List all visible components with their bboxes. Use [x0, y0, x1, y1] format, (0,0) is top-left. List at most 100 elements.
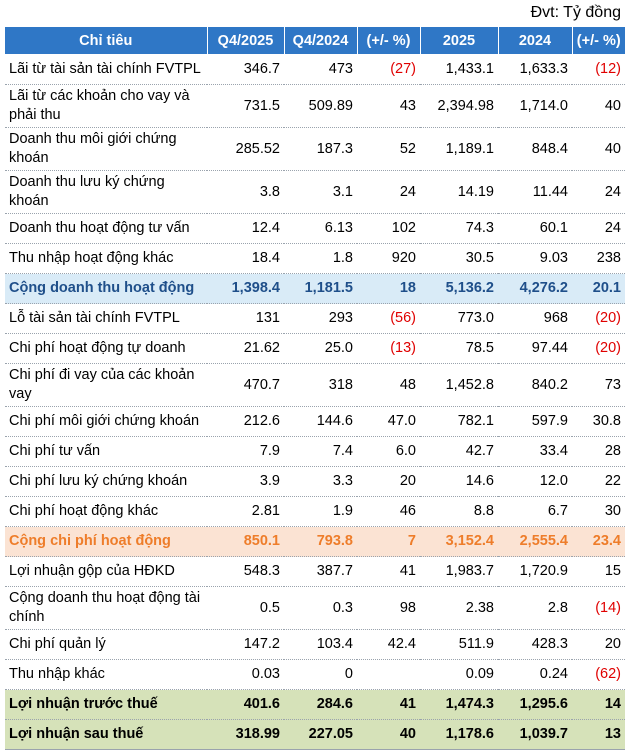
table-row: Lỗ tài sản tài chính FVTPL 131 293 (56) 773.… — [5, 303, 625, 334]
table-row: Thu nhập hoạt động khác 18.4 1.8 920 30.5 9.0… — [5, 243, 625, 274]
table-row: Doanh thu lưu ký chứng khoán 3.8 3.1 24 14.1… — [5, 170, 625, 214]
cell-y-change: 30.8 — [572, 406, 625, 437]
row-label: Lãi từ các khoản cho vay và phải thu — [5, 84, 207, 128]
cell-q-change: 48 — [357, 363, 420, 407]
cell-q-change: 47.0 — [357, 406, 420, 437]
cell-2024: 1,039.7 — [498, 719, 572, 750]
cell-2025: 3,152.4 — [420, 526, 498, 557]
cell-y-change: 238 — [572, 243, 625, 274]
cell-2024: 1,720.9 — [498, 556, 572, 587]
cell-2024: 0.24 — [498, 659, 572, 690]
cell-2025: 2,394.98 — [420, 84, 498, 128]
cell-2024: 9.03 — [498, 243, 572, 274]
table-row: Lãi từ các khoản cho vay và phải thu 731.… — [5, 84, 625, 128]
cell-q4-2025: 548.3 — [207, 556, 284, 587]
cell-2025: 2.38 — [420, 586, 498, 630]
cell-y-change: 40 — [572, 127, 625, 171]
cell-q4-2025: 21.62 — [207, 333, 284, 364]
cell-q-change: 98 — [357, 586, 420, 630]
cell-y-change: 20 — [572, 629, 625, 660]
cell-2024: 1,714.0 — [498, 84, 572, 128]
table-row: Chi phí đi vay của các khoản vay 470.7 318… — [5, 363, 625, 407]
cell-2024: 1,633.3 — [498, 54, 572, 85]
row-label: Lãi từ tài sản tài chính FVTPL — [5, 54, 207, 85]
row-label: Chi phí đi vay của các khoản vay — [5, 363, 207, 407]
cell-2025: 782.1 — [420, 406, 498, 437]
cell-q4-2025: 2.81 — [207, 496, 284, 527]
cell-2025: 773.0 — [420, 303, 498, 334]
cell-q4-2025: 346.7 — [207, 54, 284, 85]
cell-q-change: 6.0 — [357, 436, 420, 467]
cell-y-change: (20) — [572, 303, 625, 334]
cell-y-change: (20) — [572, 333, 625, 364]
header-q4-2024: Q4/2024 — [284, 27, 358, 55]
cell-q4-2025: 7.9 — [207, 436, 284, 467]
cell-q-change: 7 — [357, 526, 420, 557]
cell-2025: 42.7 — [420, 436, 498, 467]
cell-q4-2024: 0.3 — [284, 586, 357, 630]
cell-2025: 1,178.6 — [420, 719, 498, 750]
cell-q-change: 24 — [357, 170, 420, 214]
cell-q4-2024: 3.1 — [284, 170, 357, 214]
cell-q4-2024: 7.4 — [284, 436, 357, 467]
table-row: Lợi nhuận sau thuế 318.99 227.05 40 1,178.6 1… — [5, 719, 625, 750]
cell-q-change: 920 — [357, 243, 420, 274]
cell-q4-2024: 6.13 — [284, 213, 357, 244]
cell-2025: 8.8 — [420, 496, 498, 527]
table-row: Chi phí môi giới chứng khoán 212.6 144.6 47… — [5, 406, 625, 437]
cell-y-change: 13 — [572, 719, 625, 750]
table-row: Cộng doanh thu hoạt động 1,398.4 1,181.5 18… — [5, 273, 625, 304]
row-label: Lợi nhuận trước thuế — [5, 689, 207, 720]
cell-q4-2024: 387.7 — [284, 556, 357, 587]
header-2024: 2024 — [498, 27, 573, 55]
cell-y-change: 28 — [572, 436, 625, 467]
cell-q-change: 43 — [357, 84, 420, 128]
row-label: Doanh thu lưu ký chứng khoán — [5, 170, 207, 214]
cell-2024: 1,295.6 — [498, 689, 572, 720]
cell-y-change: (12) — [572, 54, 625, 85]
cell-q4-2025: 3.9 — [207, 466, 284, 497]
cell-q4-2024: 293 — [284, 303, 357, 334]
cell-q-change: 40 — [357, 719, 420, 750]
row-label: Doanh thu môi giới chứng khoán — [5, 127, 207, 171]
cell-y-change: 23.4 — [572, 526, 625, 557]
cell-q4-2024: 509.89 — [284, 84, 357, 128]
cell-q4-2024: 144.6 — [284, 406, 357, 437]
cell-q4-2024: 0 — [284, 659, 357, 690]
cell-2025: 1,189.1 — [420, 127, 498, 171]
table-row: Chi phí hoạt động khác 2.81 1.9 46 8.8 6.7 30 — [5, 496, 625, 527]
cell-2025: 0.09 — [420, 659, 498, 690]
cell-2024: 4,276.2 — [498, 273, 572, 304]
cell-2025: 74.3 — [420, 213, 498, 244]
row-label: Cộng chi phí hoạt động — [5, 526, 207, 557]
cell-q4-2024: 1.9 — [284, 496, 357, 527]
row-label: Thu nhập hoạt động khác — [5, 243, 207, 274]
row-label: Chi phí hoạt động tự doanh — [5, 333, 207, 364]
cell-y-change: 14 — [572, 689, 625, 720]
cell-2024: 968 — [498, 303, 572, 334]
cell-q4-2025: 470.7 — [207, 363, 284, 407]
cell-2025: 511.9 — [420, 629, 498, 660]
cell-y-change: 30 — [572, 496, 625, 527]
cell-2024: 2.8 — [498, 586, 572, 630]
cell-q4-2025: 285.52 — [207, 127, 284, 171]
cell-2025: 1,983.7 — [420, 556, 498, 587]
cell-q-change: 46 — [357, 496, 420, 527]
unit-note: Đvt: Tỷ đồng — [530, 4, 621, 21]
cell-2024: 11.44 — [498, 170, 572, 214]
header-row: Chỉ tiêu Q4/2025 Q4/2024 (+/- %) 2025 20… — [5, 27, 625, 55]
table-row: Chi phí quản lý 147.2 103.4 42.4 511.9 428.3 2… — [5, 629, 625, 660]
table-row: Chi phí hoạt động tự doanh 21.62 25.0 (13) 7… — [5, 333, 625, 364]
cell-q-change: 20 — [357, 466, 420, 497]
table-row: Lãi từ tài sản tài chính FVTPL 346.7 473 (2… — [5, 54, 625, 85]
cell-q4-2025: 0.03 — [207, 659, 284, 690]
cell-y-change: 24 — [572, 213, 625, 244]
cell-y-change: 73 — [572, 363, 625, 407]
row-label: Chi phí quản lý — [5, 629, 207, 660]
table-row: Thu nhập khác 0.03 0 0.09 0.24 (62) — [5, 659, 625, 690]
cell-q4-2025: 401.6 — [207, 689, 284, 720]
cell-q4-2024: 103.4 — [284, 629, 357, 660]
table-row: Chi phí tư vấn 7.9 7.4 6.0 42.7 33.4 28 — [5, 436, 625, 467]
cell-q4-2024: 793.8 — [284, 526, 357, 557]
table-row: Lợi nhuận trước thuế 401.6 284.6 41 1,474.3 1… — [5, 689, 625, 720]
